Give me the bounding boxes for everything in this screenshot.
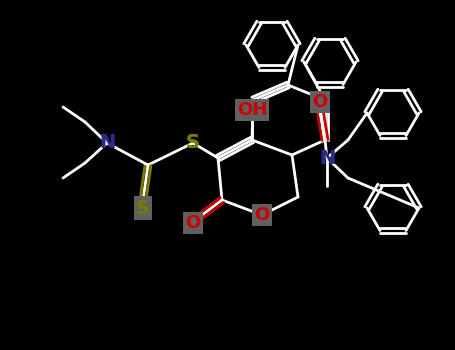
Text: N: N xyxy=(319,148,335,168)
Text: O: O xyxy=(254,206,270,224)
Text: O: O xyxy=(313,93,328,111)
Text: O: O xyxy=(254,206,270,224)
Text: N: N xyxy=(99,133,115,153)
Text: OH: OH xyxy=(237,101,267,119)
Text: OH: OH xyxy=(237,101,267,119)
Text: N: N xyxy=(319,148,335,168)
Text: S: S xyxy=(186,133,200,153)
Text: N: N xyxy=(99,133,115,153)
Text: O: O xyxy=(185,214,201,232)
Text: S: S xyxy=(136,198,150,217)
Text: O: O xyxy=(185,214,201,232)
Text: S: S xyxy=(186,133,200,153)
Text: S: S xyxy=(136,198,150,217)
Text: O: O xyxy=(313,93,328,111)
